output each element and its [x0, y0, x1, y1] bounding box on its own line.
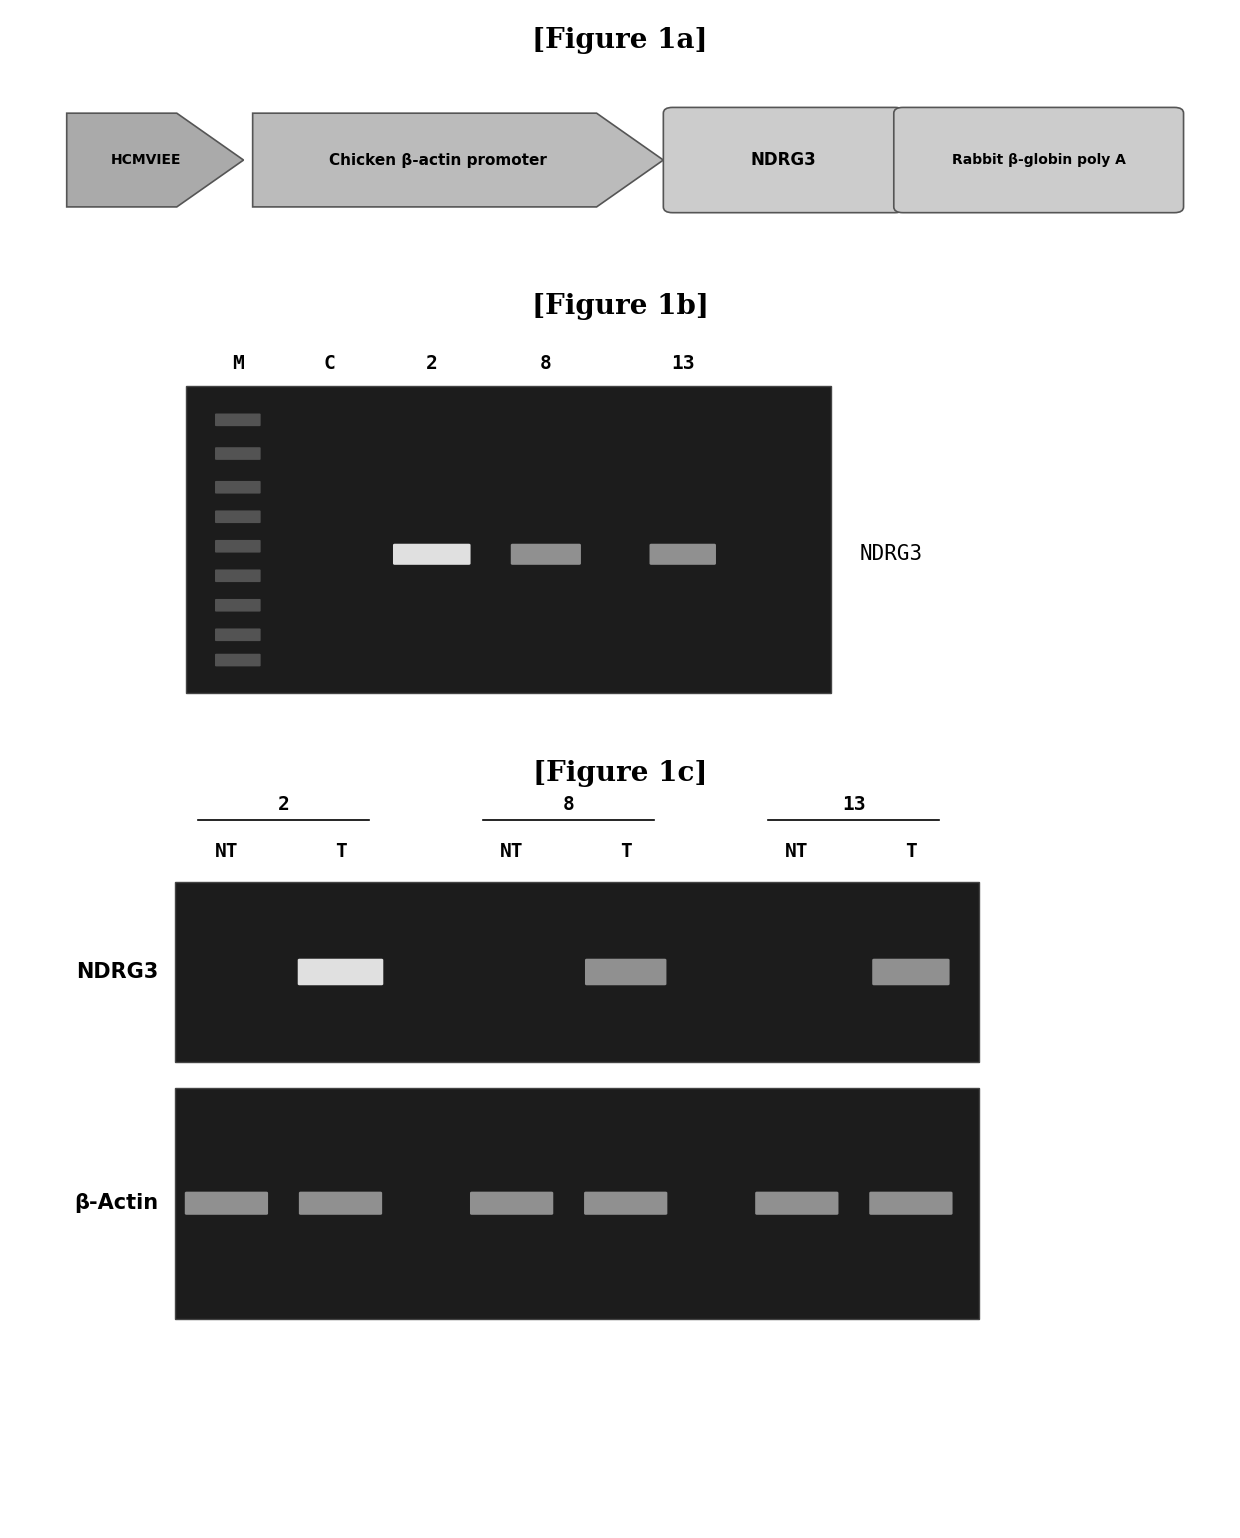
- FancyBboxPatch shape: [298, 958, 383, 986]
- Text: M: M: [232, 354, 244, 374]
- FancyBboxPatch shape: [215, 448, 260, 460]
- FancyBboxPatch shape: [215, 511, 260, 523]
- Text: 2: 2: [278, 795, 289, 814]
- Text: β-Actin: β-Actin: [74, 1193, 157, 1213]
- FancyBboxPatch shape: [584, 1192, 667, 1215]
- FancyBboxPatch shape: [470, 1192, 553, 1215]
- Text: T: T: [905, 841, 916, 861]
- Bar: [175, 883, 980, 1061]
- Text: NDRG3: NDRG3: [859, 544, 923, 564]
- Text: NDRG3: NDRG3: [76, 961, 157, 981]
- Text: 13: 13: [842, 795, 866, 814]
- Text: [Figure 1a]: [Figure 1a]: [532, 26, 708, 54]
- FancyBboxPatch shape: [185, 1192, 268, 1215]
- Text: C: C: [324, 354, 335, 374]
- Text: Chicken β-actin promoter: Chicken β-actin promoter: [329, 152, 547, 168]
- FancyBboxPatch shape: [215, 654, 260, 666]
- FancyBboxPatch shape: [393, 544, 470, 564]
- Text: HCMVIEE: HCMVIEE: [112, 154, 181, 168]
- FancyBboxPatch shape: [663, 108, 904, 212]
- Text: NT: NT: [785, 841, 808, 861]
- Text: NT: NT: [500, 841, 523, 861]
- Bar: [175, 1087, 980, 1318]
- Text: T: T: [335, 841, 346, 861]
- FancyBboxPatch shape: [215, 629, 260, 641]
- FancyBboxPatch shape: [511, 544, 580, 564]
- FancyBboxPatch shape: [650, 544, 715, 564]
- Text: T: T: [620, 841, 631, 861]
- FancyBboxPatch shape: [215, 414, 260, 426]
- FancyBboxPatch shape: [215, 540, 260, 552]
- FancyBboxPatch shape: [755, 1192, 838, 1215]
- Text: Rabbit β-globin poly A: Rabbit β-globin poly A: [952, 154, 1126, 168]
- Text: NDRG3: NDRG3: [751, 151, 817, 169]
- FancyBboxPatch shape: [215, 598, 260, 612]
- FancyBboxPatch shape: [215, 481, 260, 494]
- Text: [Figure 1b]: [Figure 1b]: [532, 292, 708, 320]
- Bar: [186, 386, 831, 694]
- Text: 8: 8: [563, 795, 574, 814]
- Text: NT: NT: [215, 841, 238, 861]
- Text: [Figure 1c]: [Figure 1c]: [533, 760, 707, 787]
- FancyBboxPatch shape: [869, 1192, 952, 1215]
- Text: 2: 2: [425, 354, 438, 374]
- FancyBboxPatch shape: [872, 958, 950, 986]
- Polygon shape: [253, 114, 663, 208]
- Polygon shape: [67, 114, 243, 208]
- FancyBboxPatch shape: [894, 108, 1183, 212]
- Text: 13: 13: [671, 354, 694, 374]
- FancyBboxPatch shape: [215, 569, 260, 581]
- Text: 8: 8: [539, 354, 552, 374]
- FancyBboxPatch shape: [299, 1192, 382, 1215]
- FancyBboxPatch shape: [585, 958, 666, 986]
